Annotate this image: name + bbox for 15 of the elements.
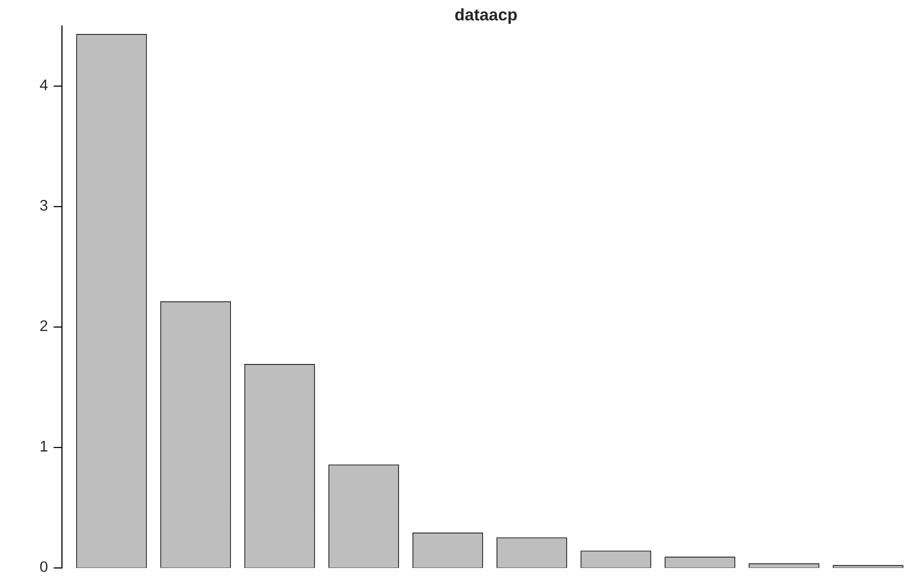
bar	[832, 565, 904, 568]
y-tick-label: 2	[40, 320, 48, 331]
bar	[412, 532, 484, 568]
y-tick-label: 3	[40, 200, 48, 211]
bar	[160, 301, 231, 568]
chart-title: dataacp	[455, 8, 517, 24]
y-tick-label: 1	[40, 440, 48, 452]
bar	[328, 464, 399, 568]
bar	[76, 34, 147, 568]
bar	[664, 556, 736, 568]
y-tick-label: 4	[40, 80, 48, 90]
y-tick-label: 0	[40, 561, 48, 572]
bar	[244, 364, 315, 568]
bar	[580, 550, 652, 568]
bar	[496, 537, 568, 568]
